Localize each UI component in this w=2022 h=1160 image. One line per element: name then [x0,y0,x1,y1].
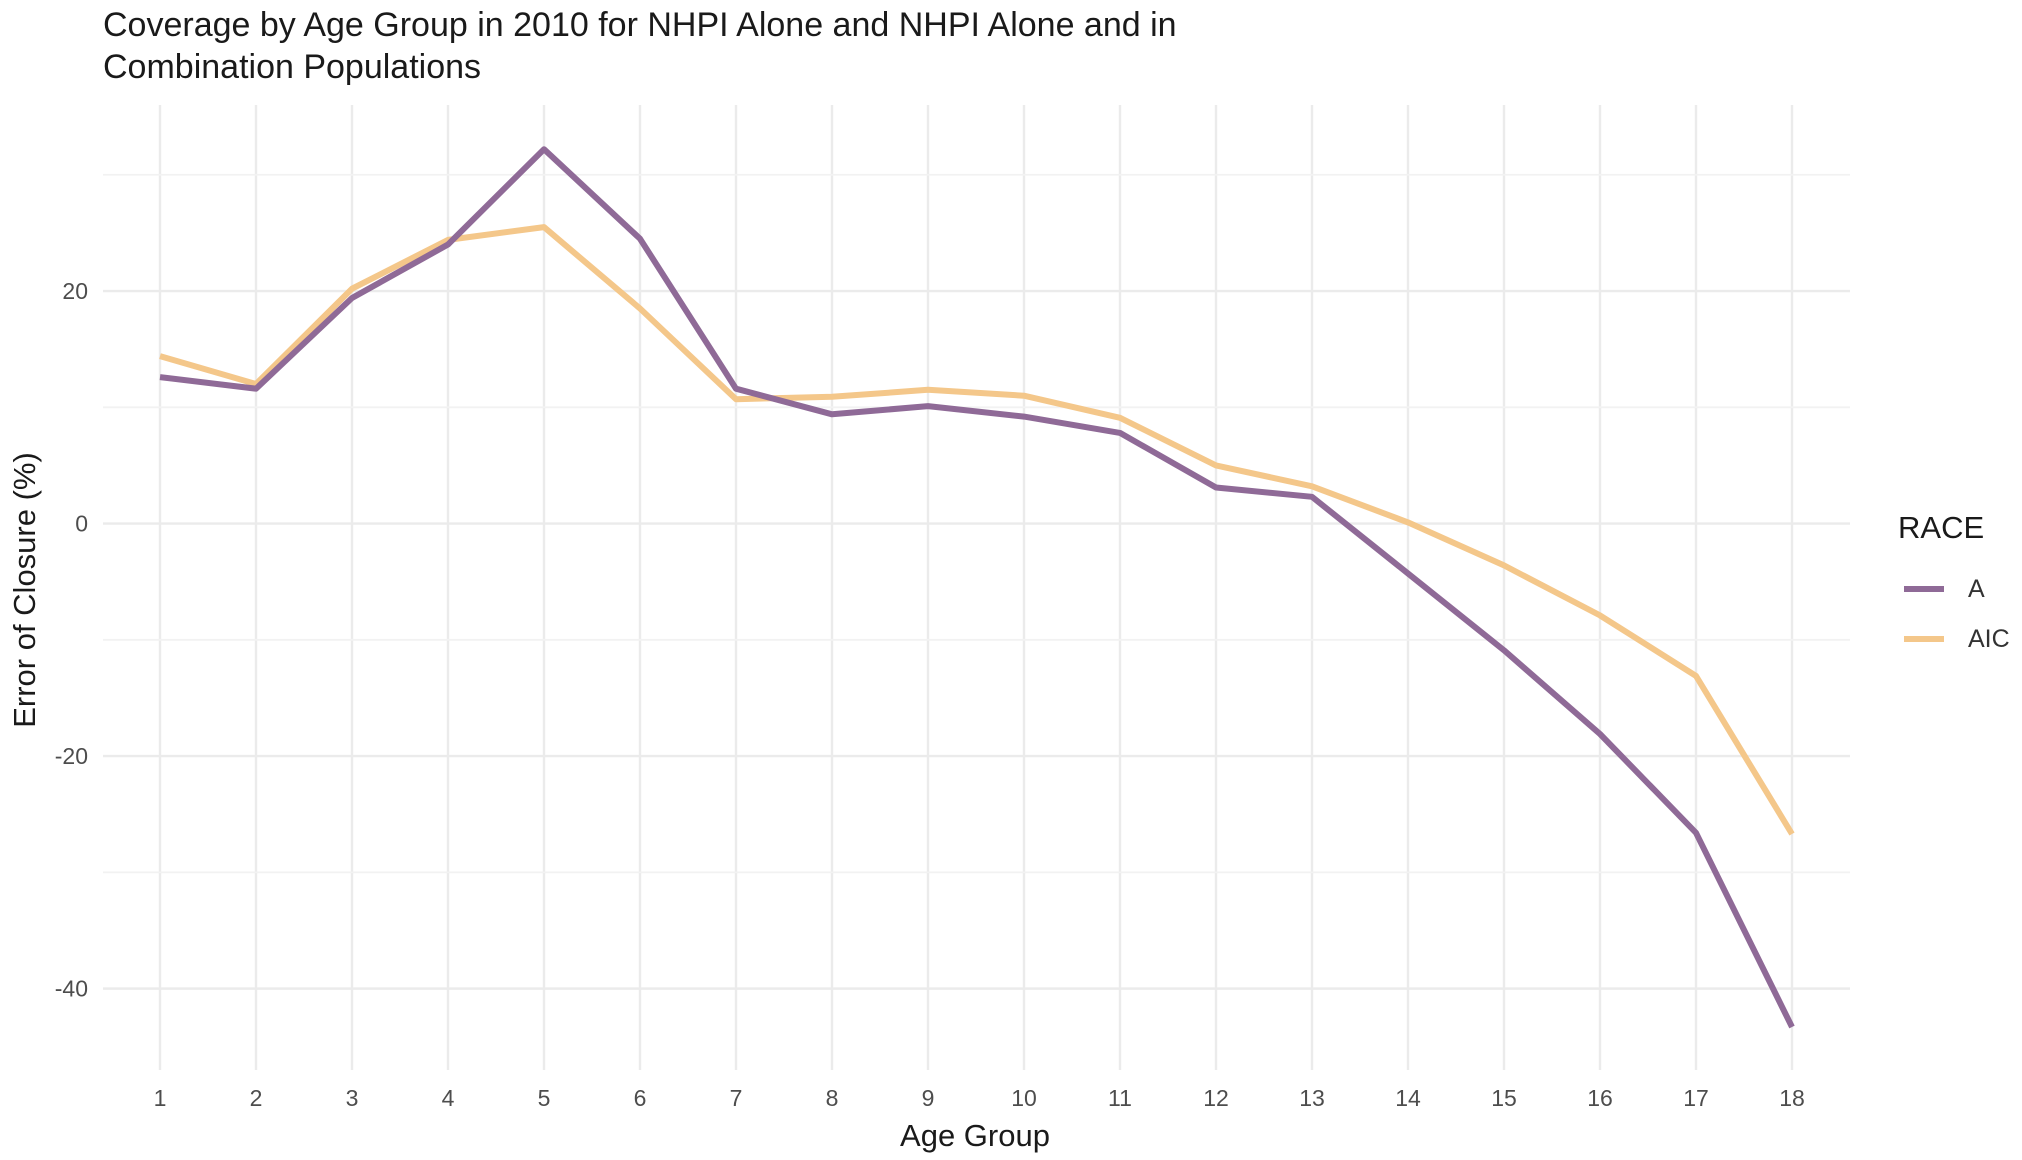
y-tick-label: -20 [55,743,88,769]
x-axis-ticks: 1 2 3 4 5 6 7 8 9 10 11 12 13 14 15 16 17 18 [154,1085,1805,1111]
x-tick-label: 10 [1011,1085,1037,1111]
y-axis-title: Error of Closure (%) [7,452,42,728]
legend-swatch-aic [1904,636,1944,642]
series-line-aic [159,224,1795,836]
legend-swatch-a [1904,586,1944,592]
x-tick-label: 12 [1203,1085,1229,1111]
x-tick-label: 5 [538,1085,551,1111]
chart-title-line-2: Combination Populations [103,48,482,86]
x-tick-label: 6 [634,1085,647,1111]
x-tick-label: 15 [1491,1085,1517,1111]
x-tick-label: 7 [730,1085,743,1111]
series-lines [159,146,1795,1029]
x-tick-label: 18 [1779,1085,1805,1111]
y-tick-label: 0 [75,511,88,537]
chart-title-line-1: Coverage by Age Group in 2010 for NHPI A… [103,6,1177,44]
x-tick-label: 17 [1683,1085,1709,1111]
legend-label-a: A [1968,574,1985,603]
x-tick-label: 2 [250,1085,263,1111]
series-line-a [159,146,1795,1029]
legend-item-aic: AIC [1898,614,2010,664]
x-tick-label: 16 [1587,1085,1613,1111]
x-axis-title: Age Group [900,1118,1050,1153]
legend-label-aic: AIC [1968,624,2010,653]
legend: RACE A AIC [1898,510,2010,664]
x-tick-label: 9 [922,1085,935,1111]
legend-title: RACE [1898,510,1985,545]
y-tick-label: 20 [62,278,88,304]
x-tick-label: 8 [826,1085,839,1111]
x-tick-label: 13 [1299,1085,1325,1111]
x-tick-label: 11 [1108,1085,1132,1111]
legend-item-a: A [1898,564,2010,614]
chart-title: Coverage by Age Group in 2010 for NHPI A… [103,4,1603,88]
y-axis-ticks: 20 0 -20 -40 [55,278,88,1002]
grid-lines [103,105,1850,1070]
x-tick-label: 1 [154,1085,167,1111]
x-tick-label: 4 [442,1085,455,1111]
y-tick-label: -40 [55,976,88,1002]
x-tick-label: 14 [1395,1085,1421,1111]
x-tick-label: 3 [346,1085,359,1111]
